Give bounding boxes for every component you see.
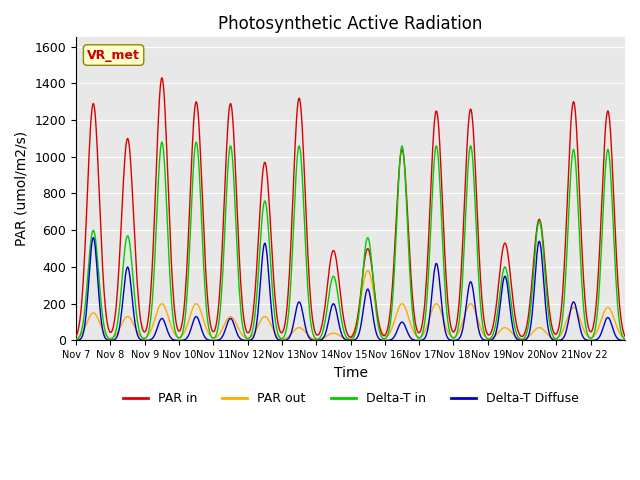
X-axis label: Time: Time bbox=[333, 366, 367, 380]
Text: VR_met: VR_met bbox=[87, 48, 140, 61]
Y-axis label: PAR (umol/m2/s): PAR (umol/m2/s) bbox=[15, 132, 29, 246]
Title: Photosynthetic Active Radiation: Photosynthetic Active Radiation bbox=[218, 15, 483, 33]
Legend: PAR in, PAR out, Delta-T in, Delta-T Diffuse: PAR in, PAR out, Delta-T in, Delta-T Dif… bbox=[118, 387, 584, 410]
